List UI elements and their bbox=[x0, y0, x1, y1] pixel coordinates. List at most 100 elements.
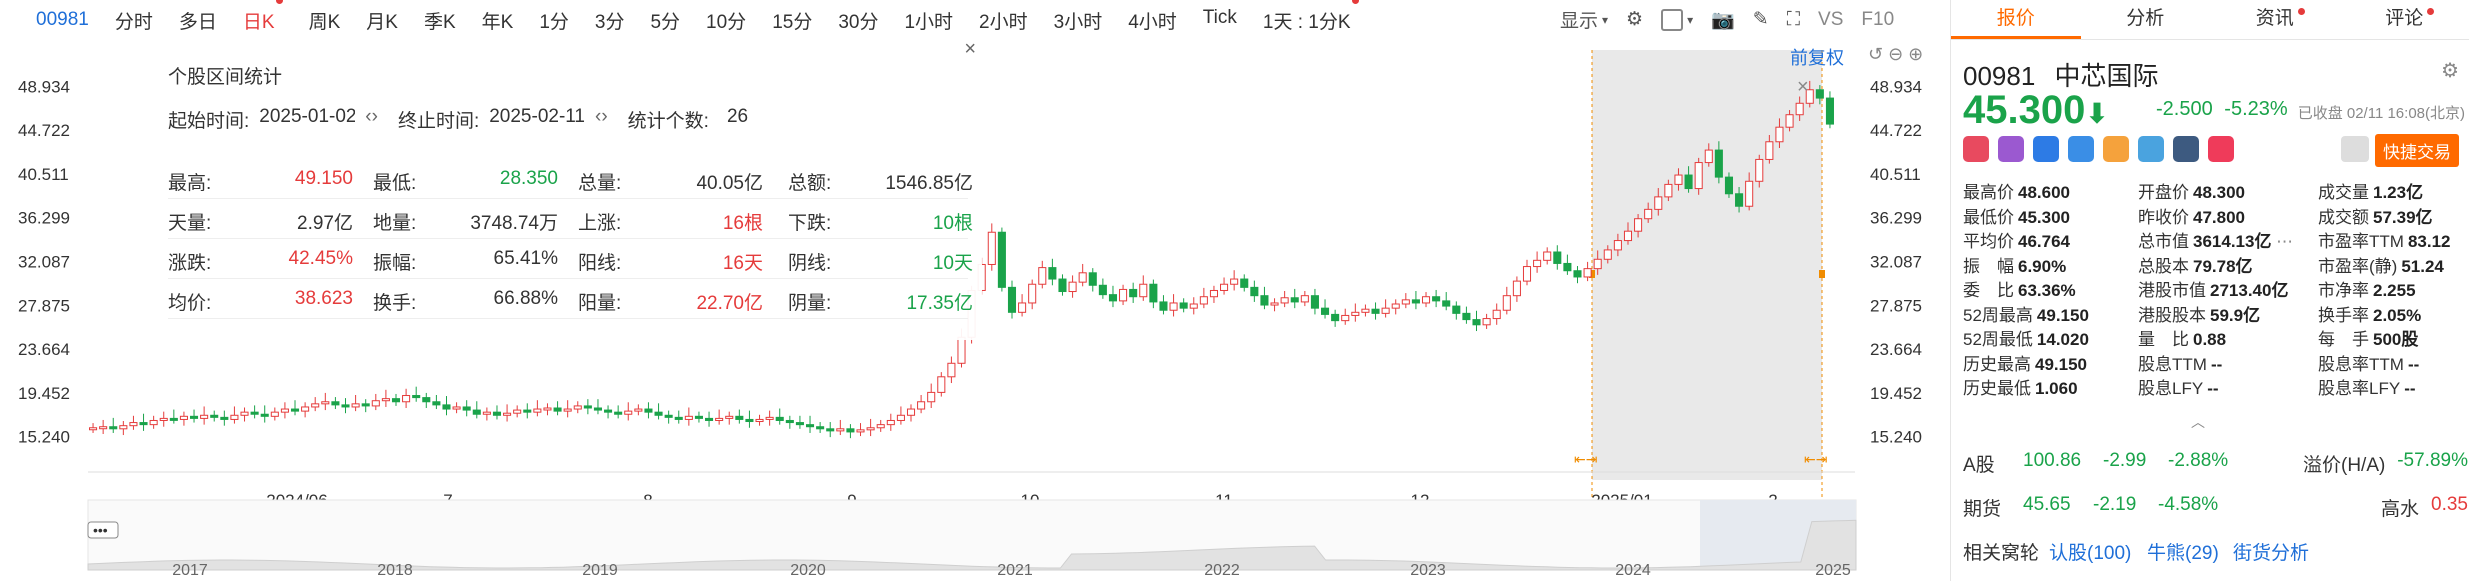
candle-body bbox=[563, 408, 572, 412]
tag-icon[interactable] bbox=[2138, 136, 2164, 162]
period-tab[interactable]: 月K bbox=[366, 11, 398, 33]
bull-bear-link[interactable]: 牛熊(29) bbox=[2147, 543, 2219, 564]
stat-value: 2.97亿 bbox=[297, 213, 353, 234]
street-analysis-link[interactable]: 街货分析 bbox=[2233, 543, 2310, 564]
panel-tab[interactable]: 分析 bbox=[2081, 0, 2211, 39]
chart-icon[interactable] bbox=[2103, 136, 2129, 162]
y-tick-label-left: 36.299 bbox=[18, 209, 70, 228]
stock-name: 中芯国际 bbox=[2054, 61, 2159, 91]
candle-body bbox=[694, 415, 703, 419]
bell-icon[interactable] bbox=[2341, 136, 2369, 162]
close-icon[interactable]: × bbox=[964, 38, 976, 60]
candle-body bbox=[543, 407, 552, 411]
vs-button[interactable]: VS bbox=[1818, 8, 1844, 30]
end-value[interactable]: 2025-02-11 bbox=[489, 106, 585, 127]
stock-code[interactable]: 00981 bbox=[36, 9, 89, 30]
close-selection-icon[interactable]: × bbox=[1797, 76, 1809, 98]
period-tab[interactable]: 30分 bbox=[838, 11, 879, 33]
connect-icon[interactable] bbox=[1998, 136, 2024, 162]
quote-value: 47.800 bbox=[2193, 207, 2245, 227]
period-tab[interactable]: 日K bbox=[242, 11, 275, 33]
period-tab[interactable]: 分时 bbox=[114, 11, 153, 33]
heart-icon[interactable] bbox=[2208, 136, 2234, 162]
gear-icon[interactable]: ⚙ bbox=[1626, 9, 1644, 30]
overview-handle bbox=[87, 521, 119, 539]
candle-body bbox=[1240, 278, 1249, 288]
hk-icon[interactable] bbox=[1963, 136, 1989, 162]
period-tab[interactable]: 年K bbox=[481, 11, 514, 33]
period-tab[interactable]: 2小时 bbox=[979, 11, 1028, 33]
quote-value: 1.23亿 bbox=[2373, 183, 2424, 202]
candle-body bbox=[482, 411, 491, 415]
stat-value: 42.45% bbox=[288, 248, 353, 269]
pen-icon[interactable]: ✎ bbox=[1752, 9, 1769, 30]
panel-tab[interactable]: 报价 bbox=[1951, 0, 2081, 39]
stat-value: 10天 bbox=[932, 253, 973, 274]
quote-value: 49.150 bbox=[2036, 305, 2089, 325]
quote-value: 51.24 bbox=[2401, 256, 2444, 276]
period-tab[interactable]: 多日 bbox=[178, 11, 217, 33]
period-tab[interactable]: 1分 bbox=[539, 11, 569, 33]
futures-label: 期货 bbox=[1963, 499, 2002, 520]
period-tab[interactable]: 5分 bbox=[650, 11, 681, 33]
candle-body bbox=[1290, 297, 1299, 303]
gear-icon[interactable]: ⚙ bbox=[2441, 60, 2459, 82]
quote-panel: 报价 分析 资讯 评论 00981 中芯国际 ⚙ 45.300⬇ -2.500 -5.… bbox=[1950, 0, 2469, 581]
period-tab[interactable]: 3小时 bbox=[1053, 11, 1103, 33]
candle-body bbox=[391, 398, 401, 403]
more-icon[interactable]: ⋯ bbox=[2271, 232, 2294, 251]
candle-body bbox=[1411, 299, 1420, 304]
collapse-icon[interactable]: ︿ bbox=[2191, 414, 2205, 430]
checkbox-icon[interactable] bbox=[1661, 8, 1684, 31]
quick-trade-button[interactable]: 快捷交易 bbox=[2375, 134, 2459, 167]
y-tick-label-left: 40.511 bbox=[18, 165, 69, 184]
period-tab[interactable]: 4小时 bbox=[1128, 11, 1177, 33]
stats-row: 均价: 38.623 换手: 66.88% 阳量: 22.70亿 阴量: 17.35亿 bbox=[168, 288, 973, 328]
fullscreen-icon[interactable]: ⛶ bbox=[1786, 8, 1801, 30]
candle-body bbox=[1745, 180, 1754, 207]
period-tab[interactable]: 季K bbox=[423, 11, 456, 33]
arrows-icon[interactable]: ‹› bbox=[595, 106, 608, 127]
panel-tab[interactable]: 评论 bbox=[2340, 0, 2469, 39]
stat-value: 38.623 bbox=[294, 288, 353, 309]
candle-body bbox=[1179, 302, 1188, 309]
zoom-controls[interactable]: ↺ ⊖ ⊕ bbox=[1868, 44, 1924, 64]
swap-icon[interactable] bbox=[2033, 136, 2059, 162]
period-tab[interactable]: Tick bbox=[1202, 6, 1237, 28]
candlestick-chart[interactable]: ⇤⇥ ⇤⇥ 15.240 15.240 19.452 19.452 23.664 23.664… bbox=[0, 40, 1950, 581]
panel-tab-label: 评论 bbox=[2385, 8, 2424, 29]
period-tab[interactable]: 1小时 bbox=[904, 11, 954, 33]
adjust-mode[interactable]: 前复权 bbox=[1790, 48, 1844, 68]
arrows-icon[interactable]: ‹› bbox=[365, 106, 378, 127]
candle-body bbox=[1482, 318, 1491, 326]
candle-body bbox=[1735, 193, 1744, 207]
display-dropdown[interactable]: 显示 bbox=[1560, 11, 1599, 32]
dollar-icon[interactable] bbox=[2068, 136, 2094, 162]
period-tab[interactable]: 15分 bbox=[772, 11, 813, 33]
overview-year-label: 2020 bbox=[790, 562, 826, 579]
note-icon[interactable] bbox=[2173, 136, 2199, 162]
overview-year-label: 2022 bbox=[1204, 562, 1240, 579]
period-tab[interactable]: 3分 bbox=[594, 11, 625, 33]
stat-value: 22.70亿 bbox=[696, 293, 763, 314]
y-tick-label-left: 23.664 bbox=[18, 340, 70, 359]
candle-body bbox=[846, 428, 855, 433]
warrant-call-link[interactable]: 认股(100) bbox=[2049, 543, 2132, 564]
f10-button[interactable]: F10 bbox=[1861, 8, 1895, 30]
overview-year-label: 2019 bbox=[582, 562, 618, 579]
period-tab[interactable]: 1天 : 1分K bbox=[1262, 11, 1351, 33]
stat-label: 总量: bbox=[578, 173, 622, 194]
end-label: 终止时间: bbox=[397, 111, 480, 132]
quote-row: 历史最高 49.150 股息TTM -- 股息率TTM -- bbox=[1963, 350, 2468, 375]
candle-body bbox=[826, 428, 835, 432]
camera-icon[interactable]: 📷 bbox=[1711, 9, 1735, 31]
panel-tab[interactable]: 资讯 bbox=[2210, 0, 2340, 39]
period-tab[interactable]: 10分 bbox=[706, 11, 747, 33]
start-value[interactable]: 2025-01-02 bbox=[259, 106, 356, 127]
overview-panel bbox=[87, 499, 1857, 571]
candle-body bbox=[1492, 309, 1501, 320]
candle-body bbox=[1522, 266, 1532, 282]
period-tab[interactable]: 周K bbox=[308, 11, 341, 33]
candle-body bbox=[492, 411, 502, 416]
quote-value: 0.88 bbox=[2193, 330, 2227, 349]
